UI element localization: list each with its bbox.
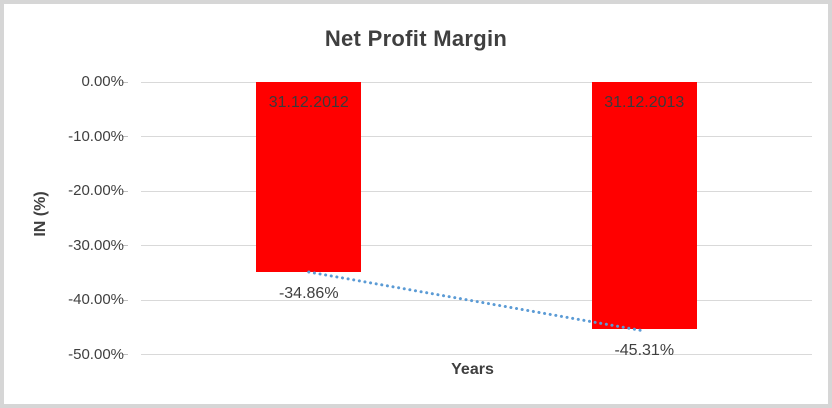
y-axis-tick: [122, 190, 128, 192]
gridline: [141, 245, 812, 246]
bar-data-label: -34.86%: [278, 284, 339, 302]
y-axis-tick: [122, 81, 128, 83]
y-axis-tick: [122, 299, 128, 301]
y-axis-tick: [122, 354, 128, 355]
bar-data-label: -45.31%: [614, 341, 675, 359]
y-axis-tick-label: -20.00%: [68, 182, 124, 199]
bar-category-label: 31.12.2013: [604, 94, 685, 111]
y-axis-tick-label: -40.00%: [68, 291, 124, 308]
gridline: [141, 81, 812, 83]
bar-category-label: 31.12.2012: [268, 94, 349, 111]
gridline: [141, 299, 812, 301]
x-axis-title: Years: [451, 361, 494, 378]
bar-31.12.2013: 31.12.2013: [591, 82, 697, 329]
gridline: [141, 190, 812, 192]
y-axis-tick-label: -10.00%: [68, 127, 124, 145]
y-axis-tick: [122, 136, 128, 137]
y-axis-tick-label: -30.00%: [68, 236, 124, 254]
gridline: [141, 136, 812, 137]
y-axis-tick-label: -50.00%: [68, 345, 124, 363]
gridline: [141, 354, 812, 355]
bar-31.12.2012: 31.12.2012: [256, 82, 362, 272]
chart-title: Net Profit Margin: [324, 26, 508, 51]
y-axis-tick: [122, 245, 128, 246]
y-axis-tick-label: 0.00%: [81, 73, 124, 90]
